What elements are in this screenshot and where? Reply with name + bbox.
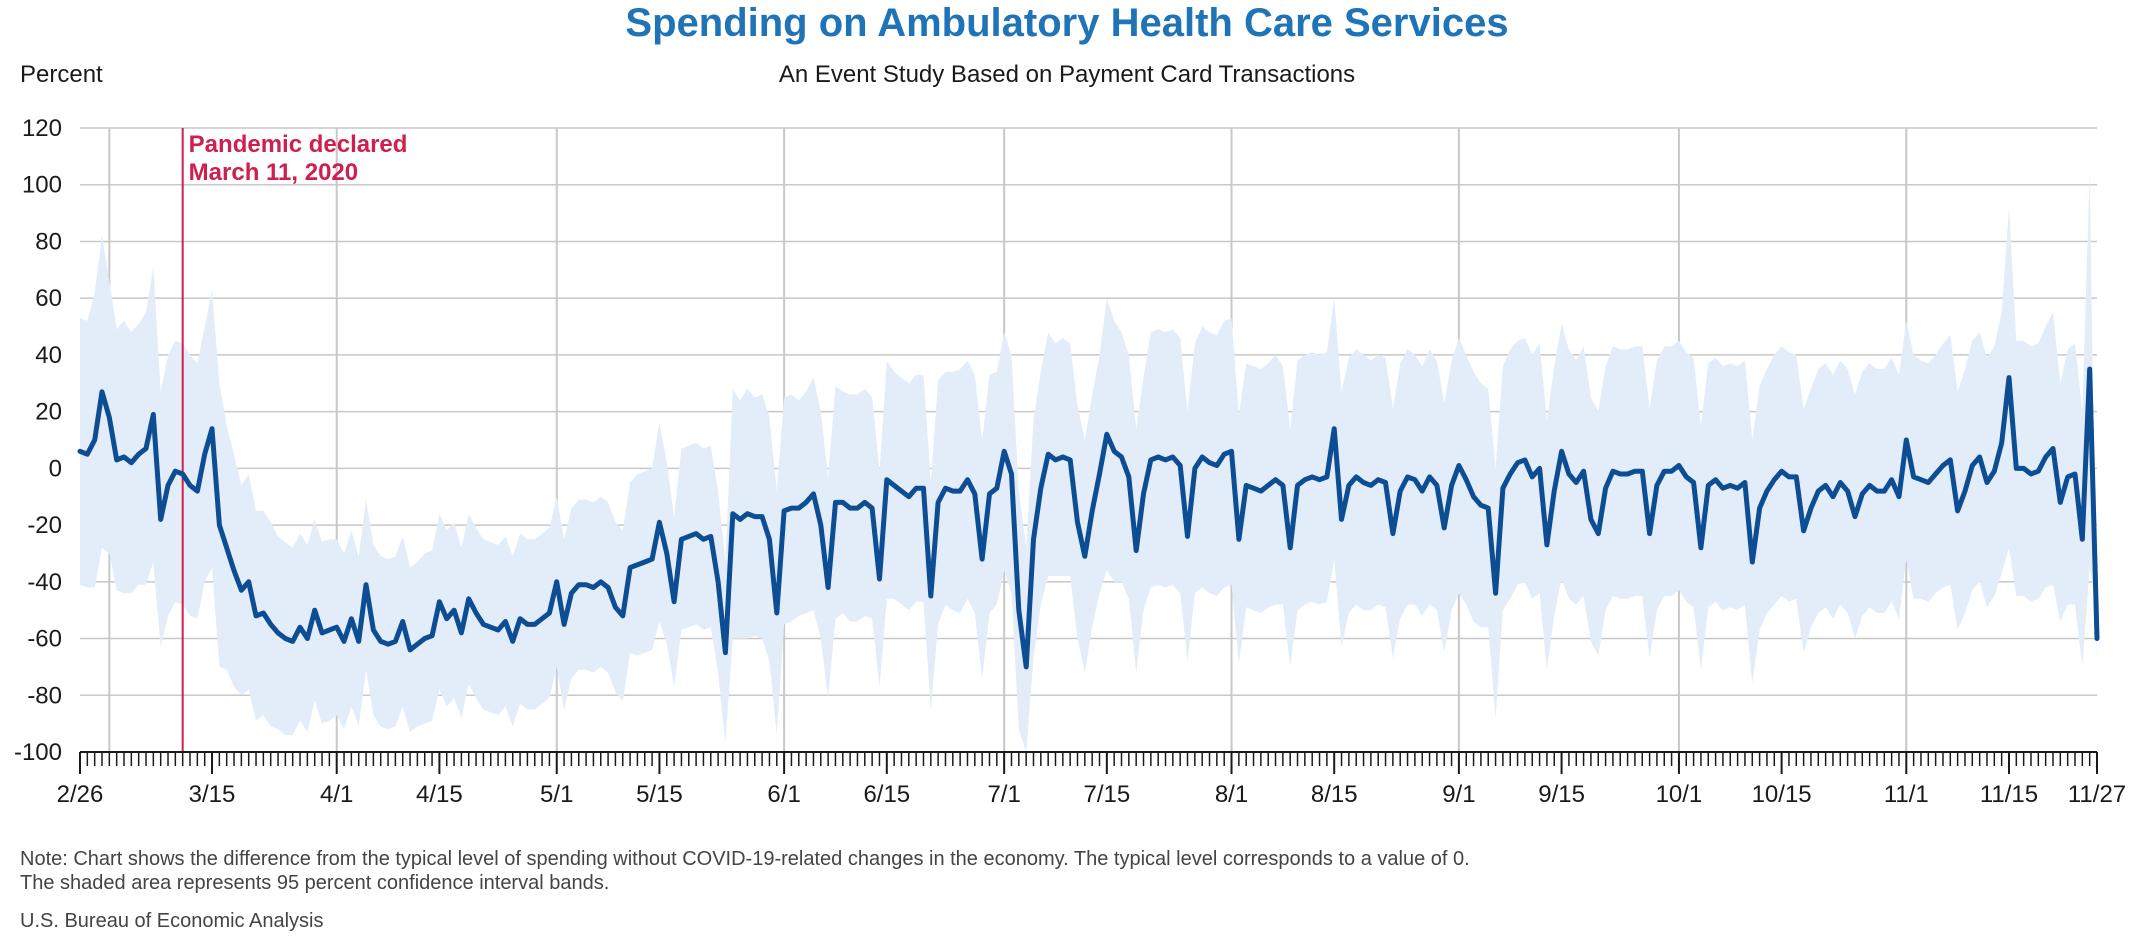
x-tick-label: 4/15: [416, 781, 463, 808]
footnote-line-1: Note: Chart shows the difference from th…: [20, 848, 1470, 870]
y-tick-label: 40: [35, 342, 62, 369]
x-tick-label: 2/26: [57, 781, 104, 808]
x-tick-label: 7/15: [1083, 781, 1130, 808]
y-tick-label: -80: [27, 682, 62, 709]
confidence-band: [80, 170, 2097, 752]
chart-title: Spending on Ambulatory Health Care Servi…: [625, 1, 1509, 45]
x-tick-label: 5/15: [636, 781, 683, 808]
x-tick-label: 10/15: [1752, 781, 1812, 808]
x-tick-label: 6/15: [863, 781, 910, 808]
x-tick-label: 9/1: [1442, 781, 1475, 808]
x-tick-label: 4/1: [320, 781, 353, 808]
x-tick-label: 6/1: [767, 781, 800, 808]
y-tick-label: 60: [35, 285, 62, 312]
annotation-line-2: March 11, 2020: [189, 159, 358, 186]
confidence-band-area: [80, 170, 2097, 752]
y-tick-label: -40: [27, 569, 62, 596]
y-tick-label: 20: [35, 399, 62, 426]
source-credit: U.S. Bureau of Economic Analysis: [20, 910, 324, 932]
x-tick-label: 11/27: [2068, 781, 2126, 808]
footnote-line-2: The shaded area represents 95 percent co…: [20, 872, 610, 894]
y-tick-label: -60: [27, 626, 62, 653]
x-tick-label: 9/15: [1538, 781, 1585, 808]
x-tick-label: 8/15: [1311, 781, 1358, 808]
x-tick-label: 3/15: [189, 781, 236, 808]
annotation-line-1: Pandemic declared: [189, 131, 408, 158]
series-line-path: [77, 366, 2100, 670]
y-tick-label: -20: [27, 512, 62, 539]
x-tick-label: 8/1: [1215, 781, 1248, 808]
x-tick-label: 5/1: [540, 781, 573, 808]
y-tick-label: 100: [22, 172, 62, 199]
y-tick-label: -100: [14, 739, 62, 766]
y-tick-label: 120: [22, 115, 62, 142]
y-axis-tick-labels: 120 100 80 60 40 20 0 -20 -40 -60 -80 -100: [14, 115, 62, 766]
y-tick-label: 0: [49, 455, 62, 482]
y-axis-unit-label: Percent: [20, 61, 103, 88]
x-tick-label: 7/1: [987, 781, 1020, 808]
x-axis-tick-labels: 2/26 3/15 4/1 4/15 5/1 5/15 6/1 6/15 7/1 7/15 8/1 8…: [57, 781, 2127, 808]
series-line: [77, 366, 2100, 670]
x-tick-label: 11/15: [1980, 781, 2038, 808]
chart-subtitle: An Event Study Based on Payment Card Tra…: [778, 61, 1356, 88]
x-tick-label: 11/1: [1884, 781, 1929, 808]
x-axis: [79, 751, 2098, 774]
x-tick-label: 10/1: [1656, 781, 1703, 808]
y-tick-label: 80: [35, 228, 62, 255]
